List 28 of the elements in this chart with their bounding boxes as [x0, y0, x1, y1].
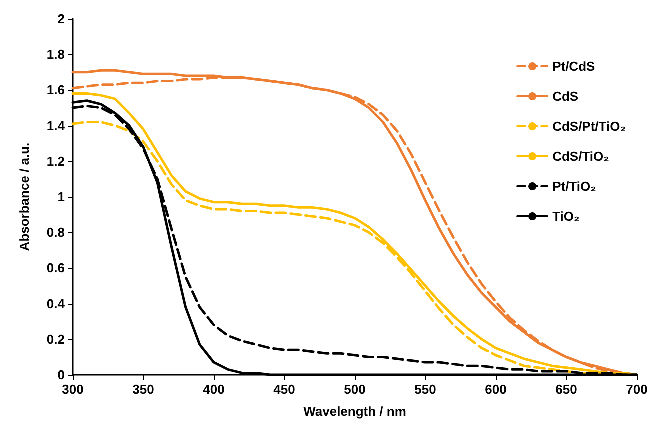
y-tick-label: 2	[58, 12, 65, 26]
y-tick-label: 0.4	[46, 296, 66, 312]
x-tick-label: 500	[344, 382, 366, 397]
legend-label: Pt/TiO₂	[552, 179, 597, 194]
y-axis-title: Absorbance / a.u.	[17, 142, 32, 252]
x-tick-label: 700	[626, 382, 648, 397]
x-tick-label: 650	[556, 382, 578, 397]
y-tick-label: 0.2	[46, 332, 65, 347]
legend-label: CdS/Pt/TiO₂	[552, 119, 626, 134]
y-tick-label: 1.6	[46, 82, 65, 98]
x-tick-label: 300	[62, 382, 84, 397]
x-tick-label: 450	[274, 382, 296, 397]
legend-label: CdS	[552, 89, 579, 104]
x-axis-title: Wavelength / nm	[304, 404, 406, 419]
y-tick-label: 0.6	[46, 260, 65, 276]
y-tick-label: 1.2	[46, 154, 65, 169]
legend-label: TiO₂	[552, 209, 580, 224]
y-tick-label: 1.8	[46, 47, 65, 62]
y-tick-label: 1.4	[46, 118, 66, 134]
x-tick-label: 350	[132, 382, 154, 397]
x-tick-label: 600	[485, 382, 507, 397]
legend-label: Pt/CdS	[552, 59, 596, 74]
x-tick-label: 550	[414, 382, 436, 397]
x-tick-label: 400	[203, 382, 225, 397]
y-tick-label: 0.8	[46, 225, 65, 240]
y-tick-label: 0	[58, 368, 65, 382]
y-tick-label: 1	[58, 190, 65, 204]
legend-label: CdS/TiO₂	[552, 149, 610, 164]
